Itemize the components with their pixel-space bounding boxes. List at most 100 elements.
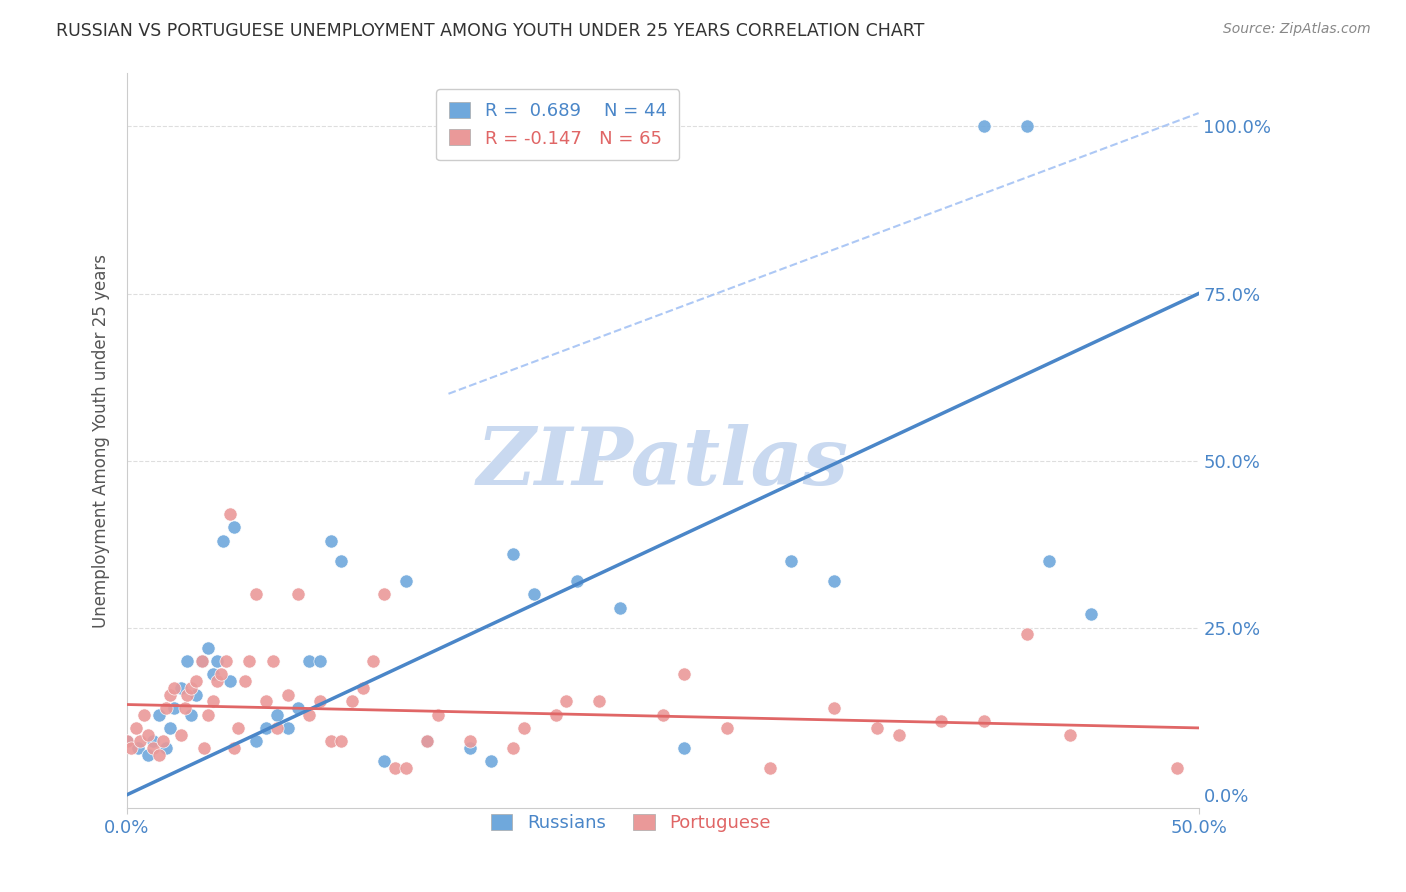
- Point: [163, 701, 186, 715]
- Point: [159, 688, 181, 702]
- Point: [180, 681, 202, 695]
- Point: [588, 694, 610, 708]
- Point: [823, 701, 845, 715]
- Point: [169, 728, 191, 742]
- Point: [651, 707, 673, 722]
- Text: Source: ZipAtlas.com: Source: ZipAtlas.com: [1223, 22, 1371, 37]
- Point: [115, 734, 138, 748]
- Point: [152, 734, 174, 748]
- Point: [180, 707, 202, 722]
- Point: [523, 587, 546, 601]
- Point: [205, 674, 228, 689]
- Point: [238, 654, 260, 668]
- Point: [205, 654, 228, 668]
- Point: [287, 587, 309, 601]
- Point: [224, 520, 246, 534]
- Point: [148, 707, 170, 722]
- Point: [245, 734, 267, 748]
- Point: [298, 654, 321, 668]
- Text: RUSSIAN VS PORTUGUESE UNEMPLOYMENT AMONG YOUTH UNDER 25 YEARS CORRELATION CHART: RUSSIAN VS PORTUGUESE UNEMPLOYMENT AMONG…: [56, 22, 925, 40]
- Point: [138, 747, 160, 762]
- Point: [169, 681, 191, 695]
- Point: [254, 721, 277, 735]
- Point: [159, 721, 181, 735]
- Point: [866, 721, 889, 735]
- Point: [363, 654, 385, 668]
- Point: [319, 533, 342, 548]
- Point: [184, 674, 207, 689]
- Point: [224, 741, 246, 756]
- Point: [319, 734, 342, 748]
- Point: [759, 761, 782, 775]
- Point: [823, 574, 845, 588]
- Point: [115, 734, 138, 748]
- Point: [134, 707, 156, 722]
- Y-axis label: Unemployment Among Youth under 25 years: Unemployment Among Youth under 25 years: [93, 253, 110, 628]
- Point: [209, 667, 232, 681]
- Point: [973, 714, 995, 729]
- Point: [458, 741, 481, 756]
- Point: [1017, 627, 1039, 641]
- Text: ZIPatlas: ZIPatlas: [477, 424, 849, 501]
- Point: [479, 755, 502, 769]
- Point: [254, 694, 277, 708]
- Point: [416, 734, 439, 748]
- Point: [191, 654, 214, 668]
- Point: [394, 761, 416, 775]
- Point: [1038, 554, 1060, 568]
- Point: [502, 741, 524, 756]
- Point: [384, 761, 406, 775]
- Point: [1166, 761, 1188, 775]
- Point: [184, 688, 207, 702]
- Point: [309, 654, 332, 668]
- Point: [887, 728, 910, 742]
- Point: [394, 574, 416, 588]
- Point: [673, 741, 696, 756]
- Point: [1059, 728, 1081, 742]
- Point: [201, 694, 224, 708]
- Point: [155, 741, 177, 756]
- Point: [330, 734, 353, 748]
- Point: [416, 734, 439, 748]
- Point: [197, 707, 219, 722]
- Point: [228, 721, 250, 735]
- Point: [176, 688, 198, 702]
- Point: [266, 721, 288, 735]
- Point: [218, 507, 240, 521]
- Point: [197, 640, 219, 655]
- Point: [931, 714, 953, 729]
- Point: [277, 721, 299, 735]
- Point: [176, 654, 198, 668]
- Point: [120, 741, 142, 756]
- Point: [502, 547, 524, 561]
- Point: [298, 707, 321, 722]
- Point: [716, 721, 738, 735]
- Point: [212, 533, 235, 548]
- Point: [330, 554, 353, 568]
- Point: [191, 654, 214, 668]
- Point: [124, 721, 146, 735]
- Point: [127, 741, 149, 756]
- Point: [373, 755, 395, 769]
- Point: [233, 674, 256, 689]
- Point: [340, 694, 363, 708]
- Point: [780, 554, 803, 568]
- Point: [1080, 607, 1102, 622]
- Point: [512, 721, 534, 735]
- Point: [352, 681, 374, 695]
- Point: [214, 654, 236, 668]
- Point: [555, 694, 578, 708]
- Point: [565, 574, 588, 588]
- Point: [142, 734, 165, 748]
- Point: [142, 741, 165, 756]
- Point: [287, 701, 309, 715]
- Point: [245, 587, 267, 601]
- Point: [458, 734, 481, 748]
- Point: [266, 707, 288, 722]
- Point: [128, 734, 150, 748]
- Point: [201, 667, 224, 681]
- Point: [309, 694, 332, 708]
- Point: [544, 707, 567, 722]
- Point: [173, 701, 195, 715]
- Point: [373, 587, 395, 601]
